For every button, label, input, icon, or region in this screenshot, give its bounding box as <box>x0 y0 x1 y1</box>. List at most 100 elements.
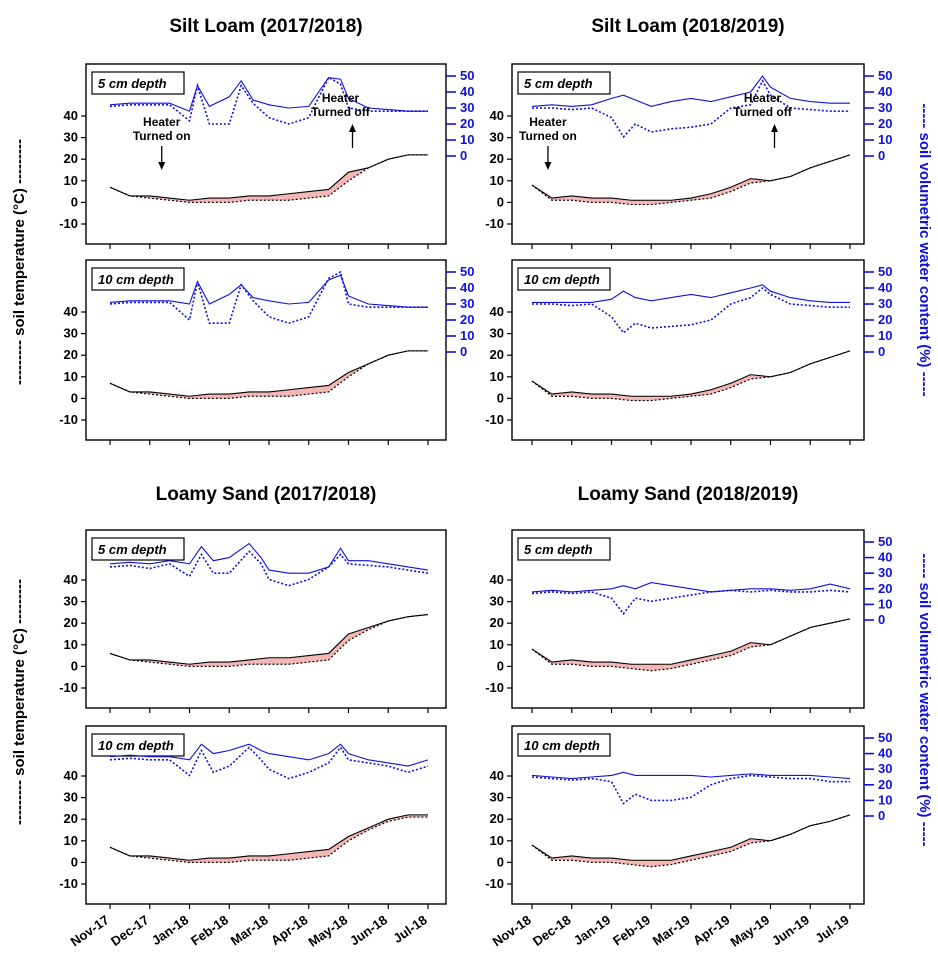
depth-label-box <box>517 733 611 757</box>
temperature-control-line <box>109 816 428 864</box>
temp-tick-label: -10 <box>485 876 504 891</box>
x-tick-label: Mar-19 <box>650 912 693 948</box>
depth-label-box <box>517 537 611 561</box>
temp-tick-label: 0 <box>71 658 78 673</box>
temp-tick-label: 0 <box>71 194 78 209</box>
temp-tick-label: 40 <box>490 304 504 319</box>
depth-label-box <box>91 71 185 95</box>
temp-tick-label: 30 <box>64 326 78 341</box>
temperature-heated-line <box>109 614 429 665</box>
vwc-tick-label: 20 <box>878 581 892 596</box>
temperature-heated-line <box>109 350 428 397</box>
temperature-heated-line <box>531 154 851 201</box>
vwc-tick-label: 30 <box>878 565 892 580</box>
panel-frame <box>85 63 447 245</box>
vwc-tick-label: 40 <box>460 280 474 295</box>
temp-tick-label: 10 <box>490 637 504 652</box>
vwc-tick-label: 50 <box>460 264 474 279</box>
panel-frame <box>85 725 447 905</box>
water-heated-line <box>109 77 428 112</box>
warming-fill <box>110 350 428 399</box>
heater-off-arrowhead <box>349 124 356 132</box>
depth-label: 5 cm depth <box>524 76 593 91</box>
warming-fill <box>110 614 428 667</box>
water-heated-line <box>109 274 428 308</box>
temp-tick-label: 0 <box>497 194 504 209</box>
vwc-tick-label: 10 <box>460 132 474 147</box>
vwc-tick-label: 10 <box>878 596 892 611</box>
temp-tick-label: 10 <box>64 369 78 384</box>
panel-title-1: Silt Loam (2018/2019) <box>591 16 784 37</box>
temp-tick-label: 30 <box>490 326 504 341</box>
x-tick-label: Jan-19 <box>571 912 613 948</box>
x-tick-label: May-18 <box>306 912 351 950</box>
temp-tick-label: -10 <box>485 216 504 231</box>
temp-tick-label: 30 <box>490 594 504 609</box>
heater-on-annotation: Heater <box>143 115 181 129</box>
temp-tick-label: 10 <box>64 637 78 652</box>
water-control-line <box>109 550 429 587</box>
chart-panel-4: 5 cm depth -10 0 10 20 30 40 <box>59 529 447 713</box>
warming-fill <box>532 618 850 671</box>
temp-tick-label: 20 <box>64 347 78 362</box>
water-heated-line <box>531 771 851 780</box>
temperature-heated-line <box>531 350 851 397</box>
x-tick-label: Jul-18 <box>390 912 429 946</box>
x-tick-label: Feb-19 <box>610 912 653 948</box>
temp-tick-label: 0 <box>497 658 504 673</box>
temp-tick-label: -10 <box>59 412 78 427</box>
vwc-tick-label: 10 <box>878 792 892 807</box>
temp-tick-label: -10 <box>485 680 504 695</box>
x-tick-label: Feb-18 <box>188 912 231 948</box>
vwc-tick-label: 40 <box>878 550 892 565</box>
right-axis-label-bottom: ----- soil volumetric water content (%) … <box>916 553 933 846</box>
temp-tick-label: 20 <box>490 347 504 362</box>
temp-tick-label: 20 <box>64 615 78 630</box>
water-control-line <box>109 745 429 780</box>
depth-label-box <box>91 537 185 561</box>
temp-tick-label: 20 <box>490 615 504 630</box>
temp-tick-label: 10 <box>64 173 78 188</box>
temp-tick-label: 40 <box>64 768 78 783</box>
temp-tick-label: 40 <box>490 768 504 783</box>
vwc-tick-label: 20 <box>878 116 892 131</box>
vwc-tick-label: 40 <box>878 280 892 295</box>
heater-off-arrowhead <box>771 124 778 132</box>
x-tick-label: Jan-18 <box>149 912 191 948</box>
x-tick-label: Apr-19 <box>690 912 732 948</box>
vwc-tick-label: 30 <box>460 100 474 115</box>
depth-label: 5 cm depth <box>98 76 167 91</box>
depth-label: 10 cm depth <box>524 738 600 753</box>
chart-panel-0: 5 cm depth-1001020304001020304050HeaterT… <box>59 63 474 249</box>
temp-tick-label: 40 <box>64 108 78 123</box>
left-axis-label-top: --------- soil temperature (°C) --------… <box>11 139 28 385</box>
vwc-tick-label: 40 <box>460 84 474 99</box>
water-control-line <box>109 270 428 325</box>
chart-panel-6: 10 cm depth -10 0 10 20 30 40 Nov-17Dec-17Jan-1… <box>59 725 447 950</box>
temp-tick-label: 30 <box>64 130 78 145</box>
vwc-tick-label: 0 <box>878 612 885 627</box>
temperature-heated-line <box>109 814 428 861</box>
temp-tick-label: -10 <box>59 680 78 695</box>
vwc-tick-label: 0 <box>878 148 885 163</box>
chart-panel-7: 10 cm depth-1001020304001020304050Nov-18… <box>485 725 892 950</box>
x-tick-label: May-19 <box>728 912 773 950</box>
temperature-control-line <box>109 154 428 203</box>
vwc-tick-label: 50 <box>878 264 892 279</box>
temp-tick-label: 30 <box>490 130 504 145</box>
vwc-tick-label: 50 <box>460 68 474 83</box>
x-tick-label: Jun-19 <box>769 912 812 948</box>
heater-off-annotation: Heater <box>744 91 782 105</box>
temperature-control-line <box>531 814 851 868</box>
panel-title-3: Loamy Sand (2018/2019) <box>578 484 799 505</box>
depth-label: 10 cm depth <box>98 272 174 287</box>
depth-label-box <box>517 267 611 291</box>
vwc-tick-label: 40 <box>878 84 892 99</box>
vwc-tick-label: 10 <box>878 132 892 147</box>
water-heated-line <box>109 542 429 574</box>
heater-on-annotation: Heater <box>529 115 567 129</box>
x-tick-label: Mar-18 <box>228 912 271 948</box>
heater-on-annotation-line2: Turned on <box>133 129 191 143</box>
